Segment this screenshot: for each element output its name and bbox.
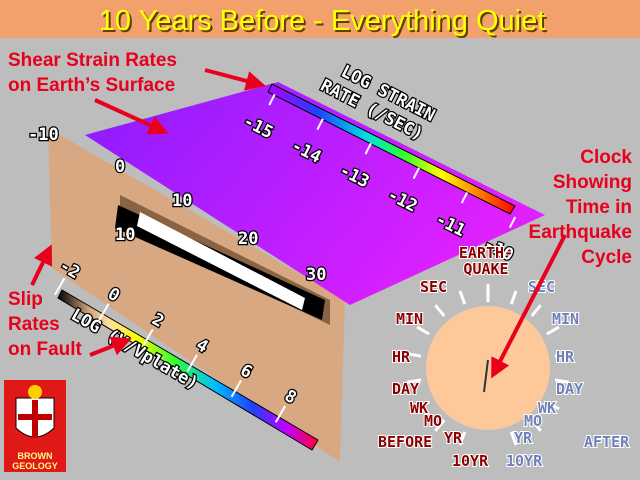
- clock-tick: [530, 419, 542, 432]
- clock-label: EARTH-: [459, 244, 513, 262]
- clock-label: DAY: [556, 380, 583, 398]
- clock-hand: [483, 359, 489, 393]
- annotation: Cycle: [581, 247, 632, 268]
- clock-tick: [530, 304, 542, 317]
- title-band: [0, 0, 640, 38]
- clock-label: SEC: [420, 278, 447, 296]
- slip-tick: [98, 303, 110, 321]
- clock-label: WK: [410, 399, 428, 417]
- annotation: Clock: [580, 147, 632, 168]
- clock-label: MO: [524, 412, 542, 430]
- clock-label: HR: [556, 348, 575, 366]
- strain-tick: [460, 191, 469, 204]
- clock-label: BEFORE: [378, 433, 432, 451]
- slip-tick: [54, 277, 66, 296]
- arrows: [30, 68, 567, 379]
- logo-text: BROWN: [18, 451, 53, 461]
- clock-tick: [546, 325, 560, 336]
- clock-tick: [434, 304, 446, 317]
- clock-tick: [416, 400, 430, 411]
- strain-tick: [364, 142, 372, 155]
- clock-label: YR: [444, 429, 463, 447]
- surface: [85, 82, 545, 305]
- clock-tick: [458, 290, 467, 305]
- fault-axis-label: 20: [238, 229, 258, 249]
- fault-axis-label: -10: [28, 125, 59, 145]
- logo-cross: [18, 414, 52, 420]
- slip-tick: [186, 354, 198, 372]
- logo-text: GEOLOGY: [12, 461, 58, 471]
- clock-label: HR: [392, 348, 411, 366]
- logo-sun: [28, 385, 42, 399]
- clock-label: 10YR: [506, 452, 543, 470]
- strain-tick: [316, 118, 324, 130]
- strain-colorbar: [267, 83, 516, 215]
- fault-axis-label: 30: [306, 265, 326, 285]
- clock-tick: [554, 378, 570, 384]
- fault-axis-label: 0: [115, 157, 125, 177]
- annotation: Rates: [8, 314, 60, 335]
- clock-tick: [416, 325, 430, 336]
- annotation: Showing: [553, 172, 632, 193]
- annotation: Time in: [566, 197, 632, 218]
- slip-tick: [274, 405, 287, 423]
- fault-axis-label: 10: [172, 191, 192, 211]
- annotation: Slip: [8, 289, 43, 310]
- clock-tick: [546, 400, 560, 411]
- clock-label: WK: [538, 399, 556, 417]
- clock-tick: [554, 352, 570, 358]
- annotation: on Fault: [8, 339, 83, 360]
- strain-tick: [508, 216, 517, 229]
- strain-tick: [412, 167, 420, 180]
- clock-tick: [509, 290, 518, 305]
- annotation: Shear Strain Rates: [8, 50, 177, 71]
- clock-tick: [434, 419, 446, 432]
- annotation: on Earth’s Surface: [8, 75, 175, 96]
- fault-depth-label: 10: [115, 225, 135, 245]
- clock-label: YR: [514, 429, 533, 447]
- clock-label: 10YR: [452, 452, 489, 470]
- annotation: Earthquake: [529, 222, 632, 243]
- clock-tick: [509, 431, 518, 446]
- slip-tick: [230, 379, 242, 398]
- title-shadow: 10 Years Before - Everything Quiet: [101, 7, 548, 39]
- clock-label: MIN: [552, 310, 579, 328]
- strain-tick: [268, 93, 276, 106]
- clock-label: MIN: [396, 310, 423, 328]
- clock-tick: [406, 378, 422, 384]
- clock-label: DAY: [392, 380, 419, 398]
- clock-tick: [458, 431, 467, 446]
- title: 10 Years Before - Everything Quiet: [99, 5, 546, 37]
- slip-tick: [142, 328, 154, 347]
- clock-label: MO: [424, 412, 442, 430]
- clock-tick: [406, 352, 422, 358]
- fault-white: [137, 212, 305, 310]
- clock-label: QUAKE: [463, 260, 508, 278]
- clock-label: AFTER: [584, 433, 630, 451]
